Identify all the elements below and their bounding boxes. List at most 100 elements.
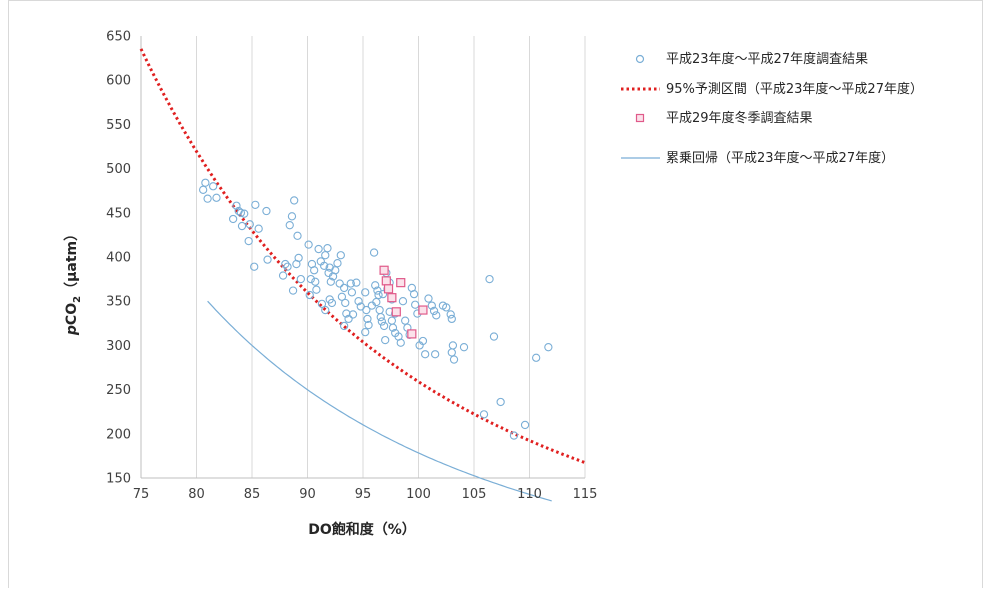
point-h23-27-68 [364, 320, 373, 330]
point-h23-27-59 [346, 279, 355, 288]
point-h23-27-49 [336, 251, 345, 260]
point-h23-27-17 [263, 255, 272, 264]
point-h29-winter-2 [383, 284, 394, 294]
point-h23-27-54 [337, 292, 347, 301]
x-tick-label-8: 115 [573, 487, 598, 502]
x-tick-label-6: 105 [462, 487, 487, 502]
y-tick-label-10: 650 [106, 30, 131, 45]
point-h23-27-26 [292, 259, 301, 269]
point-h23-27-77 [376, 312, 385, 322]
point-h23-27-53 [339, 283, 349, 293]
y-axis-title: pCO2（μatm） [64, 227, 83, 336]
point-h23-27-69 [361, 327, 370, 337]
point-h23-27-47 [321, 305, 330, 315]
point-h23-27-79 [379, 321, 389, 331]
point-h23-27-87 [387, 316, 397, 325]
point-h23-27-58 [339, 321, 349, 331]
legend-label-0: 平成23年度〜平成27年度調査結果 [666, 51, 868, 67]
x-tick-label-4: 95 [355, 487, 372, 502]
point-h23-27-76 [375, 305, 384, 315]
point-h23-27-35 [312, 285, 321, 294]
point-h23-27-119 [489, 332, 499, 341]
x-tick-label-0: 75 [133, 487, 150, 502]
point-h23-27-89 [388, 323, 398, 332]
point-h23-27-118 [485, 274, 494, 284]
point-h23-27-51 [331, 266, 340, 275]
point-h23-27-106 [429, 306, 439, 316]
axes [140, 36, 585, 479]
point-h29-winter-7 [418, 305, 428, 315]
point-h23-27-114 [447, 348, 456, 357]
point-h23-27-102 [418, 336, 428, 346]
legend-marker-circle [635, 54, 645, 64]
data-points [199, 178, 553, 440]
y-tick-label-3: 300 [106, 339, 131, 354]
point-h29-winter-3 [387, 293, 397, 303]
point-h23-27-23 [290, 196, 299, 205]
point-h23-27-19 [283, 262, 292, 271]
point-h23-27-105 [427, 301, 436, 310]
point-h23-27-8 [236, 208, 246, 217]
point-h23-27-29 [304, 240, 313, 249]
point-h23-27-107 [432, 311, 441, 320]
point-h23-27-1 [208, 182, 218, 191]
x-tick-label-7: 110 [517, 487, 542, 502]
y-tick-label-4: 350 [106, 295, 131, 310]
point-h23-27-4 [212, 193, 221, 202]
point-h23-27-124 [544, 343, 553, 352]
power-regression-curve [207, 300, 552, 502]
point-h23-27-52 [335, 279, 344, 288]
x-axis-title: DO飽和度（%） [308, 521, 416, 538]
point-h23-27-117 [479, 410, 489, 419]
point-h23-27-44 [326, 277, 335, 286]
point-h23-27-113 [448, 341, 458, 350]
point-h23-27-57 [344, 314, 353, 324]
point-h23-27-110 [442, 303, 451, 312]
legend-label-2: 平成29年度冬季調査結果 [666, 110, 813, 126]
point-h23-27-78 [377, 317, 387, 326]
point-h23-27-16 [250, 262, 259, 271]
point-h23-27-92 [396, 338, 405, 347]
point-h23-27-62 [354, 297, 363, 306]
point-h23-27-66 [362, 305, 371, 315]
point-h23-27-22 [287, 212, 297, 221]
point-h29-winter-4 [391, 307, 401, 317]
point-h23-27-94 [401, 316, 410, 325]
point-h29-winter-6 [407, 329, 417, 339]
point-h23-27-39 [323, 244, 332, 253]
legend-label-1: 95%予測区間（平成23年度〜平成27年度） [666, 81, 923, 97]
point-h23-27-15 [262, 206, 271, 216]
point-h23-27-111 [446, 310, 455, 319]
point-h23-27-31 [310, 266, 319, 275]
y-axis-title-unit: （μatm） [64, 227, 80, 296]
point-h23-27-98 [409, 289, 419, 299]
point-h23-27-5 [228, 214, 238, 224]
point-h23-27-103 [421, 350, 430, 359]
point-h23-27-99 [411, 300, 420, 309]
y-tick-label-5: 400 [106, 251, 131, 266]
point-h23-27-18 [278, 271, 288, 280]
point-h23-27-64 [348, 310, 358, 319]
point-h23-27-27 [296, 274, 305, 284]
y-tick-label-9: 600 [106, 74, 131, 89]
x-tick-label-1: 80 [188, 487, 205, 502]
point-h23-27-71 [369, 248, 379, 257]
point-h23-27-12 [244, 236, 253, 246]
legend-item-2: 平成29年度冬季調査結果 [635, 110, 813, 126]
legend-marker-square [635, 113, 645, 123]
curves [139, 48, 586, 502]
point-h23-27-108 [430, 350, 440, 359]
point-h23-27-40 [321, 251, 330, 260]
point-h23-27-36 [314, 244, 323, 254]
point-h23-27-50 [333, 259, 342, 268]
point-h23-27-2 [199, 185, 208, 194]
point-h23-27-20 [281, 259, 290, 269]
point-h23-27-9 [240, 209, 249, 218]
point-h23-27-21 [285, 221, 294, 230]
point-h23-27-46 [327, 298, 337, 308]
point-h23-27-115 [449, 355, 459, 364]
x-tick-label-5: 100 [406, 487, 431, 502]
point-h23-27-3 [203, 194, 212, 203]
point-h23-27-93 [398, 297, 408, 306]
point-h23-27-32 [306, 274, 315, 284]
